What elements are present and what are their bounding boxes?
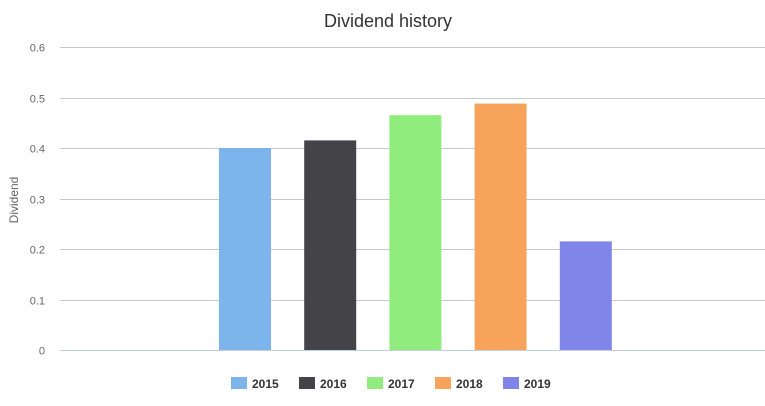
- y-tick-label: 0.6: [30, 43, 45, 55]
- y-tick-label: 0.1: [30, 296, 45, 308]
- y-tick-label: 0.3: [30, 195, 45, 207]
- legend-label: 2017: [388, 377, 415, 391]
- y-tick-label: 0.2: [30, 245, 45, 257]
- legend[interactable]: 2015 2016 2017 2018 2019: [231, 377, 551, 391]
- legend-item-2019[interactable]: 2019: [503, 377, 551, 391]
- y-tick-label: 0.5: [30, 94, 45, 106]
- y-tick-label: 0: [39, 346, 45, 358]
- y-tick-label: 0.4: [30, 144, 45, 156]
- legend-label: 2018: [456, 377, 483, 391]
- legend-label: 2019: [524, 377, 551, 391]
- legend-swatch: [231, 377, 247, 389]
- bar-2019[interactable]: [559, 241, 612, 350]
- legend-swatch: [435, 377, 451, 389]
- legend-swatch: [503, 377, 519, 389]
- bars: [219, 103, 612, 350]
- legend-label: 2015: [252, 377, 279, 391]
- bar-2015[interactable]: [219, 148, 271, 350]
- y-axis-label: Dividend: [7, 177, 21, 224]
- legend-swatch: [299, 377, 315, 389]
- legend-item-2015[interactable]: 2015: [231, 377, 279, 391]
- legend-swatch: [367, 377, 383, 389]
- legend-item-2016[interactable]: 2016: [299, 377, 347, 391]
- y-axis-ticks: 0 0.1 0.2 0.3 0.4 0.5 0.6: [30, 43, 45, 358]
- bar-2018[interactable]: [474, 103, 527, 350]
- bar-2017[interactable]: [389, 115, 442, 350]
- bar-2016[interactable]: [304, 140, 357, 350]
- legend-label: 2016: [320, 377, 347, 391]
- legend-item-2018[interactable]: 2018: [435, 377, 483, 391]
- legend-item-2017[interactable]: 2017: [367, 377, 415, 391]
- chart-title: Dividend history: [324, 11, 452, 31]
